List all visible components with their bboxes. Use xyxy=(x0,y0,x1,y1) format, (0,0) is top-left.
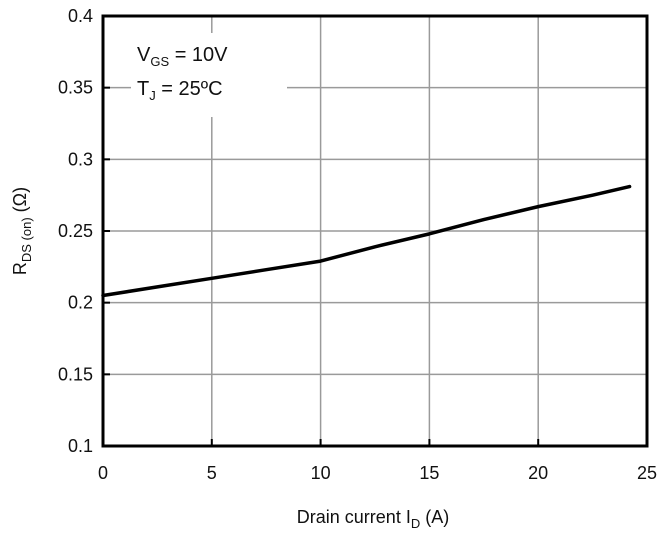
annotation-tj-subscript: J xyxy=(149,88,156,103)
y-axis-label-main: R xyxy=(10,262,30,275)
series-layer xyxy=(101,184,632,298)
y-tick-label: 0.4 xyxy=(68,6,93,26)
x-axis-label: Drain current ID (A) xyxy=(297,507,449,531)
conditions-annotation: VGS = 10V TJ = 25ºC xyxy=(131,33,287,117)
annotation-tj: TJ = 25ºC xyxy=(137,78,223,103)
y-tick-label: 0.3 xyxy=(68,149,93,169)
y-axis-label-unit: (Ω) xyxy=(10,187,30,217)
annotation-vgs-main: V xyxy=(137,44,151,66)
x-tick-label: 25 xyxy=(637,463,657,483)
annotation-vgs-subscript: GS xyxy=(150,54,169,69)
y-tick-label: 0.35 xyxy=(58,78,93,98)
x-axis-label-subscript: D xyxy=(411,516,420,531)
annotation-vgs-rest: = 10V xyxy=(169,44,228,66)
y-tick-label: 0.25 xyxy=(58,221,93,241)
y-tick-label: 0.1 xyxy=(68,436,93,456)
series-line xyxy=(101,184,632,298)
x-tick-label: 0 xyxy=(98,463,108,483)
x-tick-label: 5 xyxy=(207,463,217,483)
x-tick-label: 15 xyxy=(419,463,439,483)
annotation-background xyxy=(131,33,287,117)
annotation-vgs: VGS = 10V xyxy=(137,44,228,69)
x-axis-label-unit: (A) xyxy=(420,507,449,527)
plot-frame xyxy=(101,14,649,448)
annotation-tj-main: T xyxy=(137,78,149,100)
x-tick-label: 20 xyxy=(528,463,548,483)
y-tick-label: 0.15 xyxy=(58,364,93,384)
annotation-tj-rest: = 25ºC xyxy=(156,78,223,100)
y-axis-label-subscript: DS (on) xyxy=(19,217,34,262)
y-axis-label: RDS (on) (Ω) xyxy=(10,187,34,275)
y-tick-label: 0.2 xyxy=(68,293,93,313)
x-axis-label-main: Drain current I xyxy=(297,507,411,527)
x-tick-label: 10 xyxy=(311,463,331,483)
